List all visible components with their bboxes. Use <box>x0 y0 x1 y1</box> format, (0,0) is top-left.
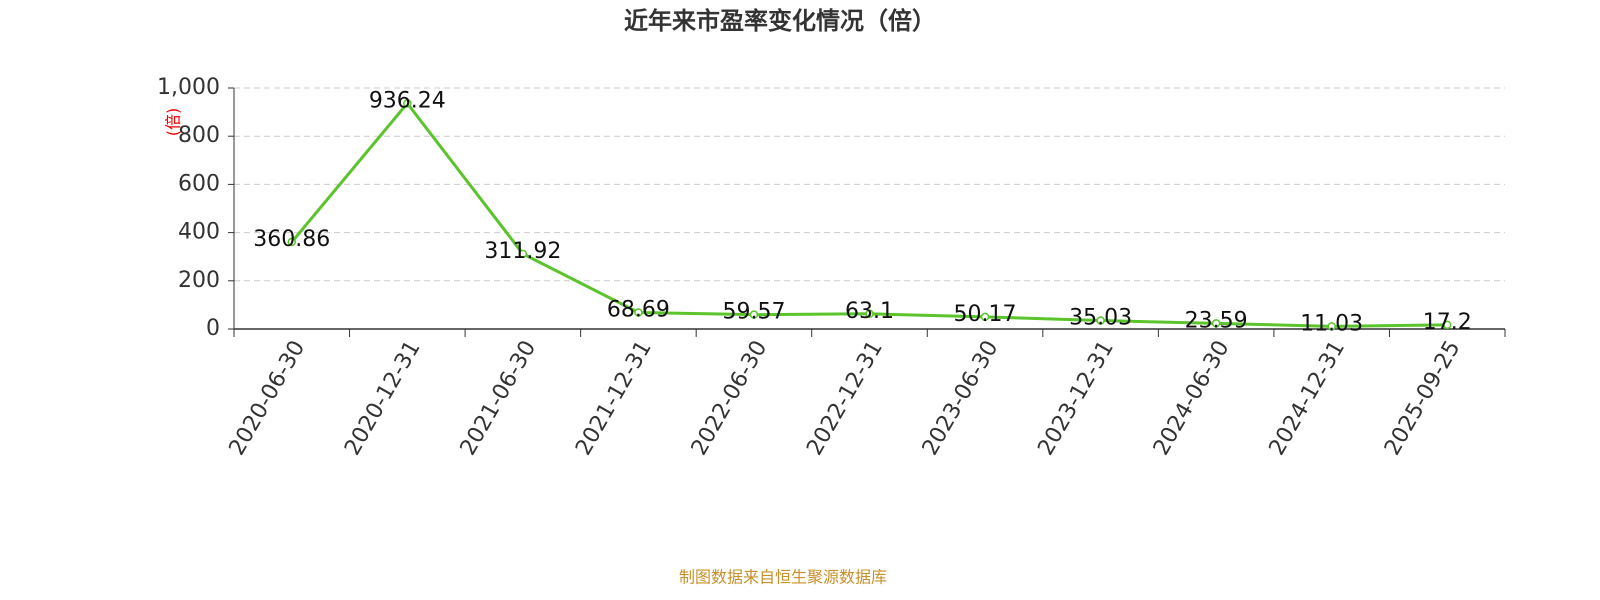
x-tick-label: 2020-12-31 <box>340 337 426 460</box>
x-tick-label: 2020-06-30 <box>225 337 311 460</box>
data-label: 59.57 <box>722 300 785 325</box>
data-label: 63.1 <box>845 299 894 324</box>
x-tick-label: 2025-09-25 <box>1380 337 1466 460</box>
point <box>749 310 759 319</box>
x-tick-label: 2022-12-31 <box>802 337 888 460</box>
point <box>980 312 990 322</box>
point <box>518 249 528 259</box>
y-tick-label: 0 <box>206 316 220 341</box>
y-tick-label: 800 <box>178 123 220 148</box>
x-tick-label: 2024-06-30 <box>1149 337 1235 460</box>
point <box>1211 319 1221 328</box>
point <box>287 237 297 247</box>
x-tick-label: 2021-12-31 <box>571 337 657 460</box>
y-tick-label: 400 <box>178 220 220 245</box>
x-tick-label: 2022-06-30 <box>687 337 773 460</box>
x-tick-label: 2023-12-31 <box>1033 337 1119 460</box>
source-note: 制图数据来自恒生聚源数据库 <box>679 568 887 587</box>
data-label: 23.59 <box>1185 308 1248 333</box>
chart-title: 近年来市盈率变化情况（倍） <box>624 7 936 35</box>
point <box>403 99 412 108</box>
x-tick-label: 2023-06-30 <box>918 337 1004 460</box>
data-label: 11.03 <box>1300 311 1363 336</box>
x-tick-label: 2024-12-31 <box>1264 337 1350 460</box>
data-label: 311.92 <box>484 239 561 264</box>
data-label: 936.24 <box>369 88 446 113</box>
point <box>1327 322 1336 331</box>
point <box>1442 320 1452 330</box>
point <box>1096 316 1105 325</box>
data-label: 68.69 <box>607 297 670 322</box>
y-tick-label: 200 <box>178 268 220 293</box>
point <box>865 309 874 319</box>
x-tick-label: 2021-06-30 <box>456 337 542 460</box>
data-label: 17.2 <box>1423 310 1472 335</box>
data-label: 35.03 <box>1069 306 1132 331</box>
data-label: 360.86 <box>253 227 330 252</box>
y-tick-label: 1,000 <box>157 75 220 100</box>
data-label: 50.17 <box>954 302 1017 327</box>
y-tick-label: 600 <box>178 171 220 196</box>
line <box>290 100 1448 328</box>
point <box>634 308 643 317</box>
y-axis-label: (倍) <box>164 108 183 137</box>
